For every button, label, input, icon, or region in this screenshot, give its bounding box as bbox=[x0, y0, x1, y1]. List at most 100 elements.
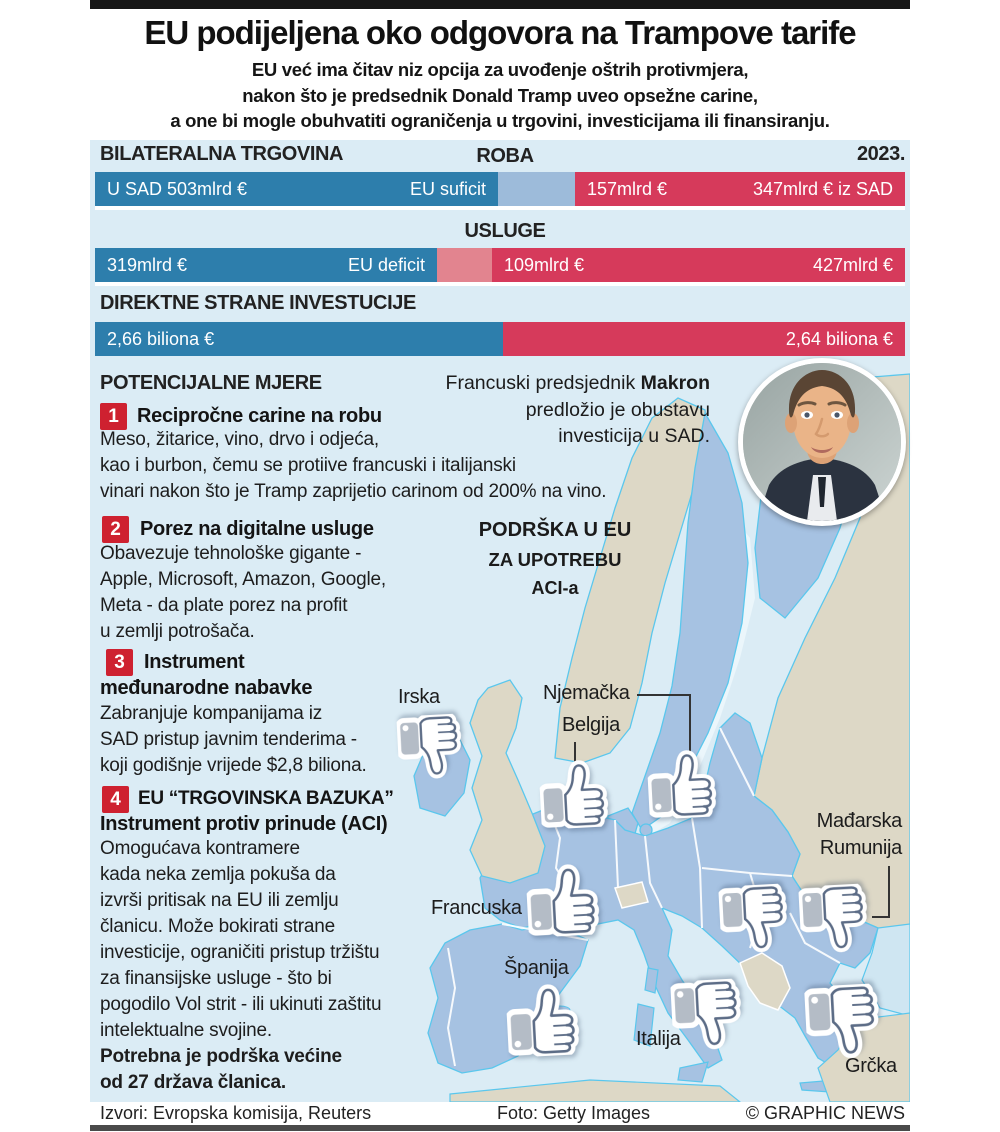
goods-bar-eu-exports: U SAD 503mlrd € EU suficit bbox=[95, 172, 498, 206]
goods-mid-value: 157mlrd € bbox=[587, 178, 668, 199]
goods-bar-us-exports: 157mlrd € 347mlrd € iz SAD bbox=[575, 172, 905, 206]
trade-section-label: BILATERALNA TRGOVINA bbox=[100, 143, 344, 165]
measure-4-bold-line: Potrebna je podrška većine bbox=[100, 1046, 342, 1067]
map-label-spanija: Španija bbox=[504, 957, 569, 979]
map-label-njemacka: Njemačka bbox=[543, 682, 630, 704]
thumbs-down-icon bbox=[798, 883, 872, 957]
map-uk bbox=[469, 679, 546, 884]
measure-3-number: 3 bbox=[106, 649, 133, 676]
measure-1-body-line: vinari nakon što je Tramp zaprijetio car… bbox=[100, 481, 607, 502]
footer-sources: Izvori: Evropska komisija, Reuters bbox=[100, 1103, 372, 1123]
year-label: 2023. bbox=[856, 143, 905, 165]
measure-2-body-line: Obavezuje tehnološke gigante - bbox=[100, 543, 362, 564]
goods-surplus-segment bbox=[498, 172, 575, 206]
measure-4-title: EU “TRGOVINSKA BAZUKA” bbox=[138, 788, 394, 809]
measure-3-body-line: SAD pristup javnim tenderima - bbox=[100, 729, 357, 750]
aci-support-label: PODRŠKA U EU ZA UPOTREBU ACI-a bbox=[460, 519, 650, 599]
map-label-francuska: Francuska bbox=[431, 897, 522, 919]
measure-1-number: 1 bbox=[100, 403, 127, 430]
measure-3-title: Instrument bbox=[144, 651, 245, 673]
thumbs-up-icon bbox=[646, 746, 720, 820]
services-label: USLUGE bbox=[464, 220, 546, 242]
measure-1-body-line: kao i burbon, čemu se protiive francuski… bbox=[100, 455, 516, 476]
map-label-grcka: Grčka bbox=[845, 1055, 897, 1077]
measure-4-body-line: investicije, ograničiti pristup tržištu bbox=[100, 942, 380, 963]
subtitle-line: a one bi mogle obuhvatiti ograničenja u … bbox=[170, 110, 830, 131]
measure-2-title: Porez na digitalne usluge bbox=[140, 518, 374, 540]
services-bar-us: 109mlrd € 427mlrd € bbox=[492, 248, 905, 282]
map-label-italija: Italija bbox=[636, 1028, 681, 1050]
thumbs-down-icon bbox=[718, 883, 792, 957]
measure-4-body-line: za finansijske usluge - što bi bbox=[100, 968, 332, 989]
measure-4-body-line: izvrši pritisak na EU ili zemlju bbox=[100, 890, 339, 911]
thumbs-down-icon bbox=[804, 983, 884, 1063]
measure-1-title: Recipročne carine na robu bbox=[137, 405, 382, 427]
measure-3-body-line: Zabranjuje kompanijama iz bbox=[100, 703, 323, 724]
bottom-rule-bar bbox=[90, 1125, 910, 1131]
macron-note: Francuski predsjednik Makron predložio j… bbox=[400, 370, 710, 450]
map-label-irska: Irska bbox=[398, 686, 440, 708]
measure-2-body-line: Meta - da plate porez na profit bbox=[100, 595, 348, 616]
map-label-madjarska: Mađarska bbox=[816, 810, 903, 832]
map-west-balkans bbox=[739, 952, 791, 1011]
measure-4-body-line: intelektualne svojine. bbox=[100, 1020, 272, 1041]
aci-support-line: PODRŠKA U EU bbox=[478, 519, 632, 541]
macron-note-line: investicija u SAD. bbox=[558, 425, 710, 447]
measure-4-body-line: pogodilo Vol strit - ili ukinuti zaštitu bbox=[100, 994, 382, 1015]
subtitle: EU već ima čitav niz opcija za uvođenje … bbox=[95, 57, 905, 134]
services-left-note: EU deficit bbox=[347, 254, 425, 275]
measure-3-body-line: koji godišnje vrijede $2,8 biliona. bbox=[100, 755, 367, 776]
measure-1-body-line: Meso, žitarice, vino, drvo i odjeća, bbox=[100, 429, 379, 450]
footer-copyright: © GRAPHIC NEWS bbox=[745, 1103, 905, 1123]
measure-4-body-line: članicu. Može bokirati strane bbox=[100, 916, 335, 937]
divider bbox=[95, 206, 905, 210]
thumbs-down-icon bbox=[670, 978, 746, 1054]
map-turkey bbox=[817, 1012, 910, 1102]
subtitle-line: nakon što je predsednik Donald Tramp uve… bbox=[242, 84, 758, 106]
connector-njemacka bbox=[637, 694, 691, 754]
fdi-left-value: 2,66 biliona € bbox=[107, 328, 215, 349]
map-label-belgija: Belgija bbox=[562, 714, 620, 736]
measure-2-body-line: Apple, Microsoft, Amazon, Google, bbox=[100, 569, 386, 590]
goods-label: ROBA bbox=[476, 145, 534, 167]
measure-4-bold-line: od 27 država članica. bbox=[100, 1072, 286, 1093]
services-left-value: 319mlrd € bbox=[107, 254, 188, 275]
services-bar-eu: 319mlrd € EU deficit bbox=[95, 248, 437, 282]
thumbs-up-icon bbox=[525, 860, 603, 938]
aci-support-line: ZA UPOTREBU bbox=[488, 549, 622, 570]
connector-rumunija bbox=[872, 866, 890, 918]
macron-note-prefix: Francuski predsjednik bbox=[445, 372, 641, 394]
fdi-bar-eu: 2,66 biliona € bbox=[95, 322, 503, 356]
macron-note-line: predložio je obustavu bbox=[525, 398, 710, 421]
europe-map bbox=[413, 373, 910, 1102]
thumbs-down-icon bbox=[396, 713, 465, 782]
services-right-value: 427mlrd € bbox=[812, 254, 893, 275]
macron-note-name: Makron bbox=[640, 372, 710, 394]
map-label-rumunija: Rumunija bbox=[819, 837, 902, 859]
map-north-africa bbox=[449, 1079, 741, 1102]
top-rule-bar bbox=[90, 0, 910, 9]
measure-4-title2: Instrument protiv prinude (ACI) bbox=[100, 813, 388, 835]
page-title: EU podijeljena oko odgovora na Trampove … bbox=[144, 14, 856, 51]
measure-4-body-line: kada neka zemlja pokuša da bbox=[100, 864, 336, 885]
goods-left-value: U SAD 503mlrd € bbox=[107, 178, 248, 199]
measure-4-body-line: Omogućava kontramere bbox=[100, 838, 300, 859]
subtitle-line: EU već ima čitav niz opcija za uvođenje … bbox=[251, 59, 749, 80]
services-deficit-segment bbox=[437, 248, 492, 282]
goods-left-note: EU suficit bbox=[409, 178, 486, 199]
measures-section-label: POTENCIJALNE MJERE bbox=[100, 372, 322, 394]
fdi-right-value: 2,64 biliona € bbox=[785, 328, 893, 349]
divider bbox=[95, 282, 905, 286]
goods-right-value: 347mlrd € iz SAD bbox=[752, 178, 893, 199]
thumbs-up-icon bbox=[538, 756, 612, 830]
measure-4-number: 4 bbox=[102, 786, 129, 813]
thumbs-up-icon bbox=[505, 980, 583, 1058]
macron-photo bbox=[738, 358, 906, 526]
measure-3-title2: međunarodne nabavke bbox=[100, 677, 313, 699]
services-mid-value: 109mlrd € bbox=[504, 254, 585, 275]
fdi-label: DIREKTNE STRANE INVESTUCIJE bbox=[100, 292, 416, 314]
map-switzerland bbox=[614, 881, 649, 909]
measure-2-number: 2 bbox=[102, 516, 129, 543]
measure-2-body-line: u zemlji potrošača. bbox=[100, 621, 255, 642]
footer-photo-credit: Foto: Getty Images bbox=[497, 1103, 651, 1123]
